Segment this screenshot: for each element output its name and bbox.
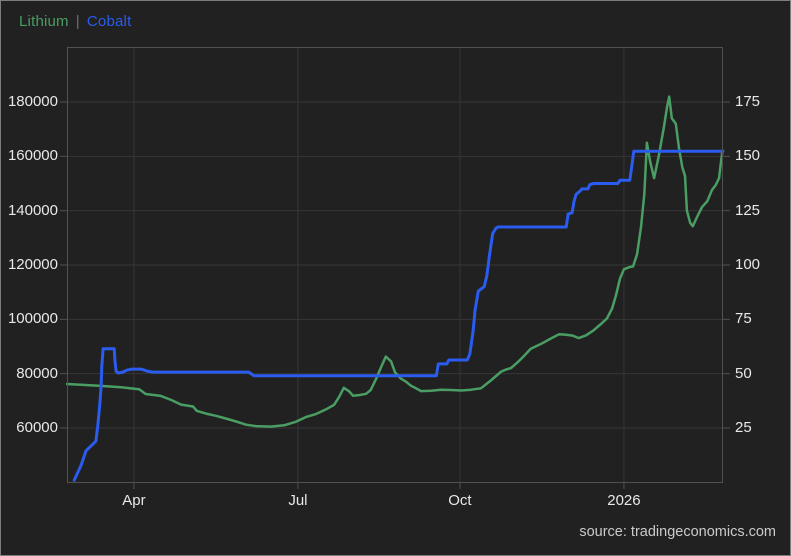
y-axis-label-left: 60000 — [16, 419, 58, 436]
source-link[interactable]: source: tradingeconomics.com — [579, 524, 776, 540]
y-axis-label-right: 25 — [735, 419, 752, 436]
y-axis-label-left: 140000 — [7, 201, 58, 219]
y-axis-label-right: 125 — [735, 201, 761, 219]
legend-item-lithium[interactable]: Lithium — [19, 13, 69, 30]
chart-legend: Lithium | Cobalt — [19, 13, 131, 30]
plot-border — [67, 47, 723, 483]
x-axis-label: Jul — [288, 492, 308, 509]
y-axis-label-right: 50 — [735, 364, 752, 382]
y-axis-label-right: 150 — [735, 147, 761, 165]
y-axis-label-right: 100 — [735, 256, 761, 273]
chart-canvas[interactable] — [60, 47, 730, 489]
y-axis-label-left: 160000 — [7, 147, 58, 165]
legend-separator: | — [75, 13, 80, 30]
x-axis-label: Oct — [448, 492, 472, 509]
y-axis-label-left: 180000 — [7, 93, 58, 110]
y-axis-label-left: 120000 — [7, 256, 58, 273]
x-axis-label: Apr — [122, 492, 146, 509]
y-axis-label-right: 175 — [735, 93, 761, 110]
y-axis-label-left: 100000 — [7, 310, 58, 328]
legend-item-cobalt[interactable]: Cobalt — [86, 13, 132, 30]
y-axis-label-right: 75 — [735, 310, 752, 328]
y-axis-label-left: 80000 — [16, 364, 58, 382]
x-axis-label: 2026 — [607, 492, 641, 509]
lithium-line — [65, 95, 724, 428]
plot-area[interactable] — [60, 47, 730, 489]
cobalt-line — [72, 149, 725, 482]
